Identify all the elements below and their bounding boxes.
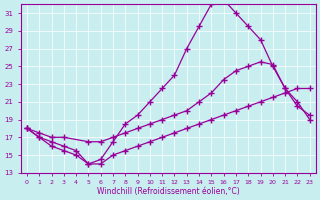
X-axis label: Windchill (Refroidissement éolien,°C): Windchill (Refroidissement éolien,°C) — [97, 187, 240, 196]
